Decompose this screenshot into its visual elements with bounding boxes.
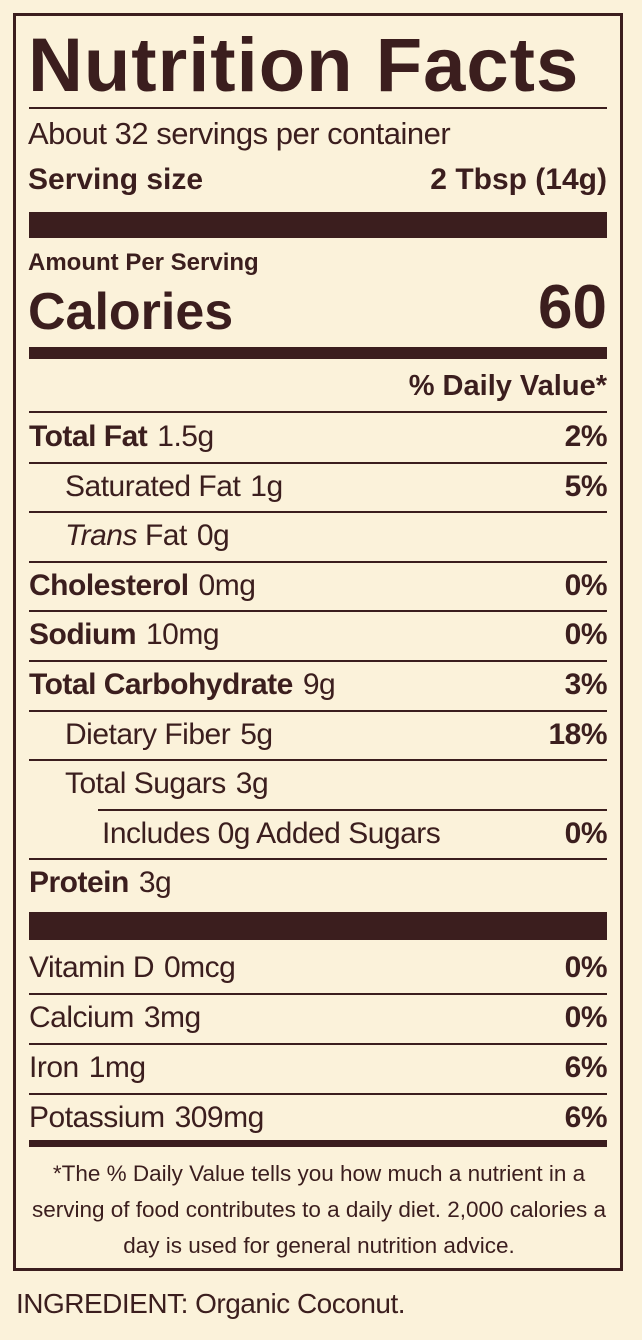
- nutrient-row: Total Carbohydrate 9g 3%: [29, 661, 608, 709]
- rule: [29, 660, 607, 662]
- nutrient-dv: 5%: [564, 469, 608, 503]
- serving-size-label: Serving size: [28, 163, 204, 196]
- nutrient-name: Dietary Fiber: [65, 717, 231, 751]
- rule: [29, 107, 607, 109]
- serving-size-value: 2 Tbsp (14g): [430, 163, 607, 196]
- vitamin-amount: 1mg: [88, 1051, 146, 1084]
- nutrient-amount: 5g: [240, 717, 273, 751]
- vitamin-name: Potassium: [29, 1101, 165, 1134]
- rule: [98, 808, 607, 811]
- rule: [29, 1043, 607, 1045]
- footnote: *The % Daily Value tells you how much a …: [31, 1161, 607, 1258]
- vitamin-name: Iron: [29, 1051, 79, 1084]
- nutrient-name-italic: Trans: [65, 519, 137, 553]
- vitamin-dv: 0%: [564, 951, 608, 984]
- vitamin-dv: 6%: [564, 1101, 608, 1134]
- daily-value-header: % Daily Value*: [408, 370, 607, 402]
- nutrient-name: Total Sugars: [65, 767, 226, 801]
- nutrition-label: Nutrition Facts About 32 servings per co…: [13, 13, 623, 1271]
- rule: [29, 858, 607, 861]
- nutrient-name: Includes 0g Added Sugars: [102, 816, 441, 850]
- nutrient-row: Cholesterol 0mg 0%: [29, 562, 608, 610]
- medium-rule: [29, 1140, 607, 1147]
- nutrient-amount: 10mg: [146, 618, 220, 652]
- thick-rule: [29, 912, 607, 940]
- vitamin-dv: 6%: [564, 1051, 608, 1084]
- vitamin-row: Iron 1mg 6%: [29, 1044, 608, 1092]
- calories-value: 60: [538, 273, 607, 342]
- nutrient-dv: 3%: [564, 668, 608, 701]
- nutrient-row: Protein 3g: [29, 859, 607, 907]
- calories-label: Calories: [28, 283, 234, 341]
- nutrient-name: Cholesterol: [29, 568, 189, 602]
- vitamin-amount: 3mg: [143, 1001, 201, 1034]
- nutrient-amount: 0g: [196, 519, 230, 553]
- thick-rule: [29, 347, 607, 359]
- rule: [29, 511, 607, 514]
- nutrient-row: Trans Fat 0g: [29, 512, 607, 560]
- nutrient-amount: 3g: [235, 767, 269, 801]
- rule: [29, 461, 607, 464]
- rule: [29, 993, 607, 995]
- nutrient-name: Total Carbohydrate: [29, 668, 293, 701]
- nutrient-row: Dietary Fiber 5g 18%: [29, 711, 607, 759]
- nutrient-dv: 2%: [564, 420, 608, 453]
- vitamin-dv: 0%: [564, 1001, 608, 1034]
- nutrient-row: Includes 0g Added Sugars 0%: [29, 810, 608, 858]
- nutrient-name: Fat: [144, 519, 187, 553]
- vitamin-row: Calcium 3mg 0%: [29, 994, 608, 1042]
- nutrient-dv: 0%: [564, 816, 608, 850]
- nutrient-amount: 1g: [250, 469, 283, 503]
- nutrient-name: Protein: [29, 866, 129, 900]
- rule: [29, 610, 607, 613]
- amount-per-serving: Amount Per Serving: [28, 249, 259, 276]
- nutrient-name: Total Fat: [29, 420, 148, 453]
- nutrient-dv: 0%: [564, 568, 608, 602]
- nutrient-name: Sodium: [29, 618, 137, 652]
- vitamin-amount: 309mg: [174, 1101, 265, 1134]
- thick-rule: [29, 212, 607, 238]
- vitamin-name: Vitamin D: [29, 951, 155, 984]
- nutrient-amount: 9g: [302, 668, 336, 701]
- rule: [29, 1093, 607, 1095]
- rule: [29, 759, 607, 762]
- nutrient-dv: 18%: [548, 717, 607, 751]
- nutrient-amount: 1.5g: [157, 420, 214, 453]
- vitamin-name: Calcium: [29, 1001, 134, 1034]
- nutrient-row: Sodium 10mg 0%: [29, 611, 608, 659]
- rule: [29, 411, 607, 413]
- nutrient-name: Saturated Fat: [65, 469, 241, 503]
- nutrient-amount: 0mg: [198, 568, 256, 602]
- vitamin-row: Potassium 309mg 6%: [29, 1094, 608, 1142]
- ingredients: INGREDIENT: Organic Coconut.: [16, 1288, 406, 1319]
- nutrient-row: Total Fat 1.5g 2%: [29, 413, 608, 461]
- rule: [29, 560, 607, 563]
- nutrient-row: Total Sugars 3g: [29, 760, 607, 808]
- vitamin-amount: 0mcg: [164, 951, 236, 984]
- vitamin-row: Vitamin D 0mcg 0%: [29, 944, 608, 992]
- nutrient-row: Saturated Fat 1g 5%: [29, 463, 608, 511]
- title: Nutrition Facts: [28, 23, 580, 108]
- nutrient-amount: 3g: [138, 866, 172, 900]
- nutrient-dv: 0%: [564, 618, 608, 652]
- rule: [29, 709, 607, 712]
- servings: About 32 servings per container: [28, 116, 451, 151]
